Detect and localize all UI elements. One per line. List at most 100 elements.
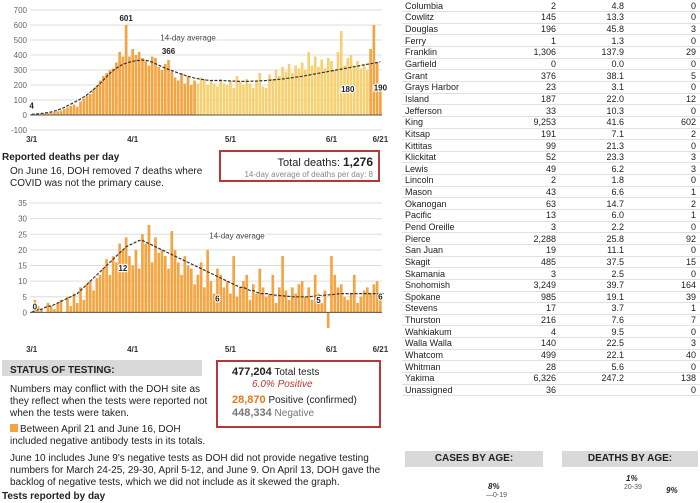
- county-name: Pierce: [402, 232, 482, 245]
- county-name: Ferry: [402, 34, 482, 48]
- county-name: Lincoln: [402, 174, 482, 187]
- bar: [372, 284, 376, 313]
- bar: [157, 253, 161, 313]
- bar: [53, 309, 56, 313]
- county-name: Jefferson: [402, 104, 482, 117]
- bar: [53, 112, 56, 115]
- county-deaths: 92: [646, 232, 700, 245]
- bar: [147, 224, 151, 313]
- data-annotation: 366: [162, 47, 176, 56]
- bar: [291, 73, 294, 115]
- bar: [69, 306, 73, 313]
- bar: [352, 274, 356, 313]
- bar: [212, 83, 216, 115]
- cases-by-age-heading: CASES BY AGE:: [405, 451, 543, 467]
- bar: [261, 86, 265, 115]
- bar: [317, 67, 320, 115]
- x-tick-label: 6/1: [326, 135, 338, 144]
- bar: [92, 290, 95, 313]
- bar: [238, 82, 242, 115]
- bar: [287, 64, 291, 115]
- county-name: Whatcom: [402, 349, 482, 362]
- county-row: Cowlitz 145 13.3 0: [402, 11, 700, 24]
- bar: [317, 293, 320, 313]
- average-line: [31, 239, 384, 313]
- bar: [271, 79, 275, 115]
- bar: [203, 287, 206, 313]
- bar: [343, 65, 346, 115]
- county-deaths: 0: [646, 244, 700, 257]
- data-annotation: 601: [119, 14, 133, 23]
- county-row: Columbia 2 4.8 0: [402, 0, 700, 13]
- bar: [118, 52, 121, 115]
- county-row: Okanogan 63 14.7 2: [402, 197, 700, 211]
- bar: [144, 61, 148, 115]
- bar: [310, 65, 314, 115]
- bar: [46, 303, 50, 313]
- testing-heading-bar: STATUS OF TESTING:: [2, 360, 202, 376]
- y-tick-label: 200: [14, 81, 28, 90]
- county-name: Grant: [402, 69, 482, 82]
- bar: [124, 237, 128, 313]
- bar: [85, 284, 89, 313]
- bar: [72, 293, 76, 313]
- bar: [43, 113, 46, 115]
- county-deaths: 5: [646, 69, 700, 82]
- data-annotation: 12: [118, 264, 127, 273]
- y-tick-label: 300: [14, 66, 28, 75]
- county-deaths: 1: [646, 186, 700, 199]
- bar: [190, 268, 193, 313]
- bar: [62, 109, 66, 115]
- bar: [330, 61, 333, 115]
- county-cases: 187: [482, 93, 574, 106]
- bar: [245, 79, 249, 115]
- county-cases: 36: [482, 384, 574, 397]
- county-cases: 1,306: [482, 46, 574, 59]
- bar: [304, 70, 307, 115]
- bar: [349, 293, 353, 313]
- positive-value: 28,870: [232, 394, 266, 406]
- county-row: Garfield 0 0.0 0: [402, 58, 700, 71]
- bar: [255, 293, 258, 313]
- y-tick-label: 15: [18, 262, 27, 271]
- bar: [251, 88, 255, 115]
- bar: [333, 274, 337, 313]
- county-row: Douglas 196 45.8 3: [402, 23, 700, 36]
- bar: [219, 274, 222, 313]
- county-row: Ferry 1 1.3 0: [402, 34, 700, 48]
- positive-label: Positive (confirmed): [268, 395, 357, 406]
- county-name: Klickitat: [402, 151, 482, 164]
- county-name: Okanogan: [402, 197, 482, 211]
- county-cases: 2: [482, 174, 574, 187]
- county-name: Cowlitz: [402, 11, 482, 24]
- bar: [128, 256, 131, 313]
- bar: [216, 268, 219, 313]
- county-rate: 0.0: [574, 58, 646, 71]
- county-row: Pacific 13 6.0 1: [402, 209, 700, 222]
- bar: [242, 85, 245, 115]
- bar: [313, 274, 317, 313]
- total-deaths-line: Total deaths: 1,276: [221, 152, 378, 169]
- county-cases: 28: [482, 360, 574, 373]
- bar: [59, 110, 63, 115]
- county-deaths: 0: [646, 11, 700, 24]
- bar: [173, 77, 177, 115]
- bar: [49, 306, 53, 313]
- y-tick-label: 25: [18, 230, 27, 239]
- bar: [229, 293, 232, 313]
- bar: [118, 243, 121, 313]
- county-cases: 2,288: [482, 232, 574, 245]
- county-name: Pacific: [402, 209, 482, 222]
- bar: [343, 296, 346, 313]
- bar: [281, 256, 284, 313]
- bar: [88, 94, 92, 115]
- bar: [320, 303, 324, 313]
- county-rate: 22.5: [574, 337, 646, 350]
- county-cases: 17: [482, 302, 574, 315]
- county-row: Skagit 485 37.5 15: [402, 256, 700, 269]
- county-row: Snohomish 3,249 39.7 164: [402, 279, 700, 292]
- bar: [284, 290, 288, 313]
- cases-chart: -100 0 100 200 300 400 500 600 700 3/1 4/1 5/1 6/1 6/…: [11, 6, 389, 144]
- bar: [111, 68, 115, 115]
- county-name: San Juan: [402, 244, 482, 257]
